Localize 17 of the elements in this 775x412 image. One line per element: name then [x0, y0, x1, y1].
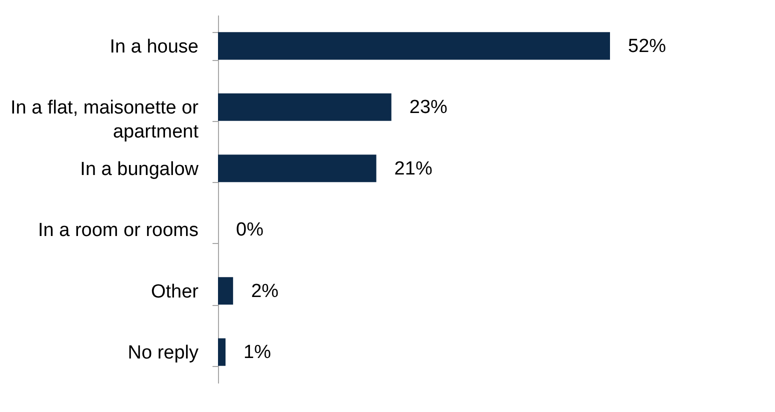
y-tick-label: In a house [110, 36, 198, 58]
data-label: 0% [236, 220, 264, 241]
y-tick-label: In a room or rooms [38, 220, 198, 242]
bar [218, 154, 376, 182]
bar [218, 32, 610, 60]
data-label: 2% [251, 280, 279, 302]
bar [218, 277, 234, 305]
bar [218, 93, 392, 121]
data-label: 52% [628, 36, 666, 57]
data-label: 21% [394, 158, 432, 180]
bar [218, 338, 226, 366]
data-label: 23% [409, 97, 448, 118]
data-label: 1% [244, 342, 272, 364]
y-tick-label: Other [150, 281, 200, 302]
y-tick-label: In a flat, maisonette or apartment [10, 98, 200, 143]
y-tick-label: In a bungalow [80, 158, 199, 180]
y-tick-label: No reply [128, 342, 199, 364]
